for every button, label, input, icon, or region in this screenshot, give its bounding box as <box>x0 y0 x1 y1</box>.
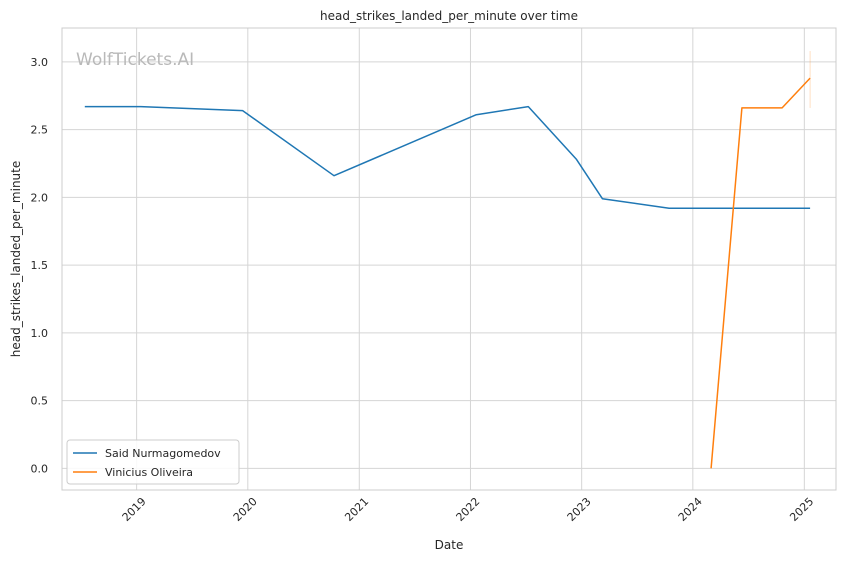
x-tick-label: 2022 <box>454 495 483 524</box>
x-tick-label: 2025 <box>787 495 816 524</box>
chart-title: head_strikes_landed_per_minute over time <box>320 9 578 23</box>
grid-layer <box>62 28 836 490</box>
x-tick-label: 2020 <box>231 495 260 524</box>
series-line <box>710 77 811 469</box>
x-tick-label: 2024 <box>676 495 705 524</box>
y-tick-label: 1.5 <box>31 259 49 272</box>
y-tick-label: 0.5 <box>31 395 49 408</box>
series-line <box>84 105 811 209</box>
x-tick-label: 2021 <box>342 495 371 524</box>
y-tick-label: 2.5 <box>31 124 49 137</box>
y-axis-ticks: 0.0 0.5 1.0 1.5 2.0 2.5 3.0 <box>31 56 49 475</box>
y-tick-label: 1.0 <box>31 327 49 340</box>
x-axis-ticks: 2019 2020 2021 2022 2023 2024 2025 <box>120 495 817 524</box>
x-axis-label: Date <box>435 538 464 552</box>
watermark-text: WolfTickets.AI <box>76 50 194 70</box>
legend-label: Vinicius Oliveira <box>105 466 193 479</box>
x-tick-label: 2023 <box>565 495 594 524</box>
legend-label: Said Nurmagomedov <box>105 447 221 460</box>
y-tick-label: 3.0 <box>31 56 49 69</box>
series-layer <box>84 51 811 469</box>
legend: Said Nurmagomedov Vinicius Oliveira <box>66 439 240 485</box>
y-tick-label: 0.0 <box>31 462 49 475</box>
plot-frame <box>61 27 837 491</box>
legend-box <box>66 439 240 485</box>
x-tick-label: 2019 <box>120 495 149 524</box>
y-tick-label: 2.0 <box>31 191 49 204</box>
y-axis-label: head_strikes_landed_per_minute <box>9 161 23 358</box>
